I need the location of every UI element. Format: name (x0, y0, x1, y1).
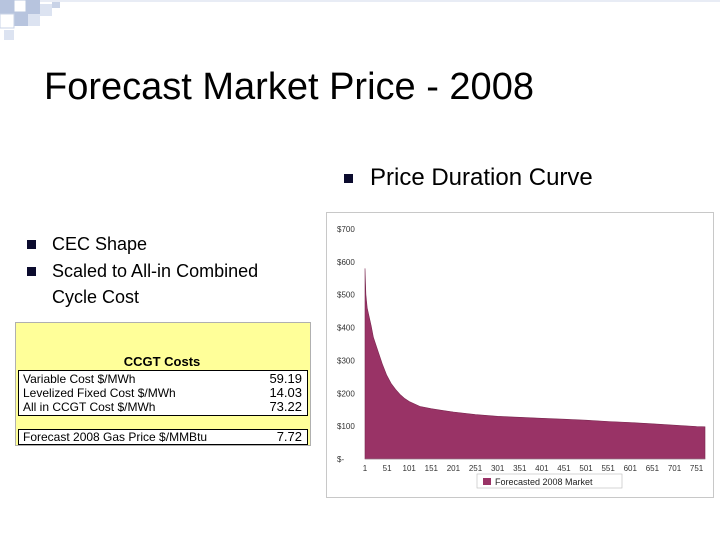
table-row: Forecast 2008 Gas Price $/MMBtu 7.72 (21, 430, 305, 444)
x-tick-label: 351 (513, 464, 527, 473)
ccgt-cost-rows: Variable Cost $/MWh 59.19 Levelized Fixe… (18, 370, 308, 416)
x-tick-label: 201 (447, 464, 461, 473)
y-tick-label: $700 (337, 225, 355, 234)
ccgt-table-header: CCGT Costs (123, 354, 201, 369)
x-tick-label: 101 (403, 464, 417, 473)
row-label: Variable Cost $/MWh (23, 372, 136, 386)
bullet-scaled-ccgt: Scaled to All-in Combined Cycle Cost (52, 261, 259, 307)
gas-price-row: Forecast 2008 Gas Price $/MMBtu 7.72 (18, 429, 308, 445)
chart-svg: $700$600$500$400$300$200$100$-1 51 101 151 2… (337, 225, 706, 489)
x-tick-label: 751 (690, 464, 704, 473)
bullet-marker (27, 267, 36, 276)
bullet-cec-shape: CEC Shape (52, 234, 148, 254)
row-value: 7.72 (276, 430, 302, 444)
legend-box (476, 473, 623, 489)
corner-decoration (0, 0, 720, 40)
row-value: 59.19 (269, 372, 302, 386)
x-tick-label: 251 (469, 464, 483, 473)
x-tick-label: 401 (535, 464, 549, 473)
bullet-price-duration-curve: Price Duration Curve (370, 164, 593, 191)
y-tick-label: $500 (337, 291, 355, 300)
ccgt-costs-table: CCGT Costs Variable Cost $/MWh 59.19 Lev… (15, 322, 311, 446)
y-tick-label: $400 (337, 324, 355, 333)
legend-swatch (483, 478, 491, 485)
y-tick-label: $300 (337, 356, 355, 365)
x-tick-label: 651 (646, 464, 660, 473)
row-value: 73.22 (269, 400, 302, 414)
y-tick-label: $600 (337, 258, 355, 267)
row-label: Forecast 2008 Gas Price $/MMBtu (23, 430, 208, 444)
table-row: All in CCGT Cost $/MWh 73.22 (21, 400, 305, 414)
bullet-marker (27, 240, 36, 249)
y-tick-label: $100 (337, 422, 355, 431)
slide-title: Forecast Market Price - 2008 (44, 66, 534, 108)
row-label: Levelized Fixed Cost $/MWh (23, 386, 176, 400)
table-row: Variable Cost $/MWh 59.19 (21, 372, 305, 386)
area-series-1 (364, 268, 706, 460)
x-tick-label: 551 (601, 464, 615, 473)
y-tick-label: $200 (337, 389, 355, 398)
x-tick-label: 501 (579, 464, 593, 473)
y-tick-label: $- (337, 455, 344, 464)
x-tick-label: 1 (363, 464, 368, 473)
x-tick-label: 301 (491, 464, 505, 473)
table-row: Levelized Fixed Cost $/MWh 14.03 (21, 386, 305, 400)
legend-label: Forecasted 2008 Market (495, 477, 593, 487)
x-tick-label: 51 (383, 464, 392, 473)
bullet-marker (344, 174, 353, 183)
x-tick-label: 701 (668, 464, 682, 473)
x-tick-label: 151 (425, 464, 439, 473)
row-label: All in CCGT Cost $/MWh (23, 400, 156, 414)
x-tick-label: 451 (557, 464, 571, 473)
x-tick-label: 601 (624, 464, 638, 473)
row-value: 14.03 (269, 386, 302, 400)
price-duration-chart: $700 $600 $500 $400 $300 $200 $100 $- 1 51 101 151 2… (326, 212, 714, 498)
